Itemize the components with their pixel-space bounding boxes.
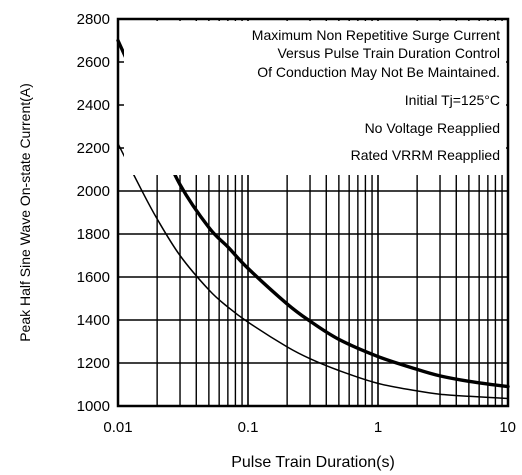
- y-tick-label: 1200: [77, 355, 110, 372]
- y-axis-label: Peak Half Sine Wave On-state Current(A): [17, 83, 33, 342]
- x-tick-label: 10: [499, 419, 516, 436]
- plot-frame: [116, 17, 510, 408]
- y-tick-label: 1400: [77, 312, 110, 329]
- annotation-text: Of Conduction May Not Be Maintained.: [257, 64, 500, 80]
- annotations: Maximum Non Repetitive Surge Current Vers…: [252, 27, 500, 163]
- y-tick-label: 2200: [77, 140, 110, 157]
- tick-labels: 1000 1200 1400 1600 1800 2000 2200 2400 2600 2800…: [77, 11, 516, 436]
- annotation-text: Maximum Non Repetitive Surge Current: [252, 27, 500, 43]
- annotation-box: [124, 21, 506, 175]
- x-axis-label: Pulse Train Duration(s): [231, 454, 395, 471]
- annotation-text: No Voltage Reapplied: [365, 120, 500, 136]
- series-line-thin: [117, 142, 509, 400]
- annotation-text: Rated VRRM Reapplied: [351, 147, 500, 163]
- y-tick-label: 2800: [77, 11, 110, 28]
- x-tick-label: 0.1: [238, 419, 259, 436]
- annotation-text: Initial Tj=125°C: [405, 92, 500, 108]
- annotation-text: Versus Pulse Train Duration Control: [277, 45, 500, 61]
- y-tick-label: 1000: [77, 398, 110, 415]
- x-tick-label: 0.01: [103, 419, 132, 436]
- x-tick-label: 1: [374, 419, 382, 436]
- y-tick-label: 2600: [77, 54, 110, 71]
- y-tick-label: 2400: [77, 97, 110, 114]
- y-tick-label: 2000: [77, 183, 110, 200]
- y-tick-label: 1600: [77, 269, 110, 286]
- y-tick-label: 1800: [77, 226, 110, 243]
